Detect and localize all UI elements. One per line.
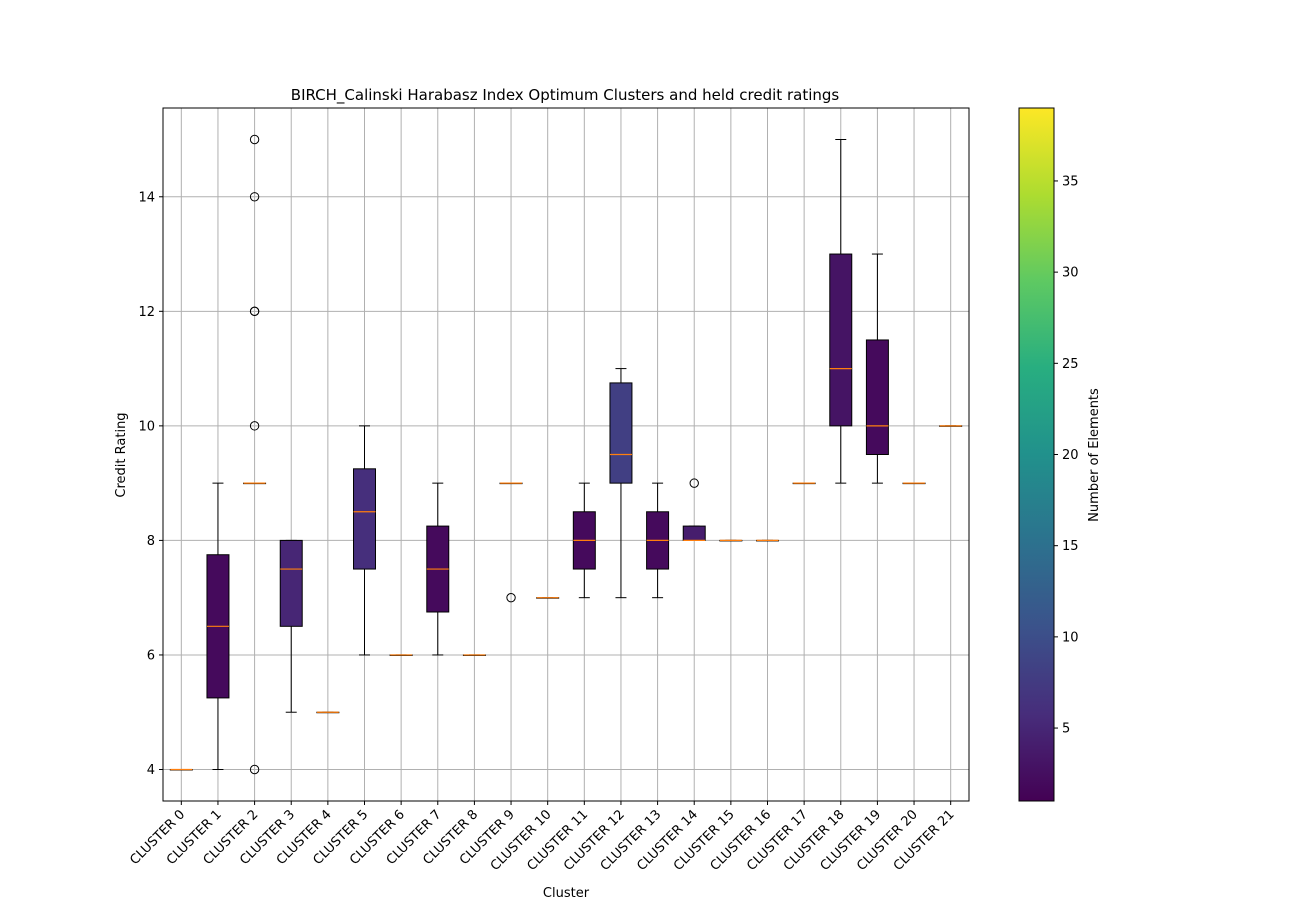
- box-12: [609, 368, 633, 599]
- y-axis-ticks: 4 6 8 10 12 14: [138, 190, 163, 778]
- y-axis-label: Credit Rating: [114, 412, 129, 497]
- box-7: [426, 482, 450, 656]
- box-17: [792, 482, 816, 485]
- outlier-point: [689, 478, 699, 488]
- y-tick-label: 14: [138, 190, 155, 205]
- box-0: [169, 768, 193, 771]
- box-body: [682, 525, 706, 541]
- y-tick-label: 10: [138, 419, 155, 434]
- box-3: [279, 539, 303, 713]
- box-6: [389, 654, 413, 656]
- box-plots: [169, 134, 963, 775]
- box-8: [462, 654, 486, 656]
- box-10: [536, 597, 560, 599]
- box-9: [499, 482, 523, 603]
- box-4: [316, 711, 340, 714]
- box-body: [353, 468, 376, 570]
- grid-lines: [163, 108, 969, 801]
- colorbar-tick-label: 10: [1062, 630, 1079, 645]
- colorbar-tick-label: 20: [1062, 448, 1079, 463]
- box-body: [609, 382, 633, 484]
- colorbar-ticks: 5 10 15 20 25 30 35: [1054, 174, 1079, 737]
- y-tick-label: 4: [147, 763, 155, 778]
- box-19: [865, 253, 889, 484]
- outlier-point: [249, 134, 260, 145]
- outlier-point: [249, 306, 260, 317]
- box-18: [829, 139, 853, 484]
- box-15: [719, 539, 743, 542]
- box-21: [939, 425, 963, 427]
- colorbar-tick-label: 15: [1062, 539, 1079, 554]
- colorbar-tick-label: 30: [1062, 266, 1079, 281]
- chart-title: BIRCH_Calinski Harabasz Index Optimum Cl…: [291, 86, 840, 105]
- box-20: [902, 482, 926, 485]
- box-16: [756, 539, 779, 542]
- colorbar: [1018, 107, 1055, 802]
- outlier-point: [506, 592, 516, 603]
- box-5: [353, 425, 376, 656]
- box-body: [865, 339, 889, 456]
- box-body: [279, 539, 303, 627]
- colorbar-tick-label: 35: [1062, 174, 1079, 189]
- box-13: [646, 482, 670, 599]
- plot-frame: [162, 107, 970, 802]
- box-11: [572, 482, 596, 599]
- outlier-point: [249, 764, 260, 775]
- outlier-point: [249, 421, 260, 431]
- y-tick-label: 12: [138, 305, 155, 320]
- box-2: [243, 134, 267, 775]
- box-14: [682, 478, 706, 542]
- box-1: [206, 482, 230, 770]
- box-body: [829, 253, 853, 427]
- outlier-point: [249, 192, 260, 202]
- colorbar-tick-label: 25: [1062, 357, 1079, 372]
- colorbar-label: Number of Elements: [1087, 388, 1102, 522]
- x-axis-label: Cluster: [543, 886, 590, 900]
- y-tick-label: 6: [147, 648, 155, 663]
- colorbar-tick-label: 5: [1062, 722, 1070, 737]
- y-tick-label: 8: [147, 534, 155, 549]
